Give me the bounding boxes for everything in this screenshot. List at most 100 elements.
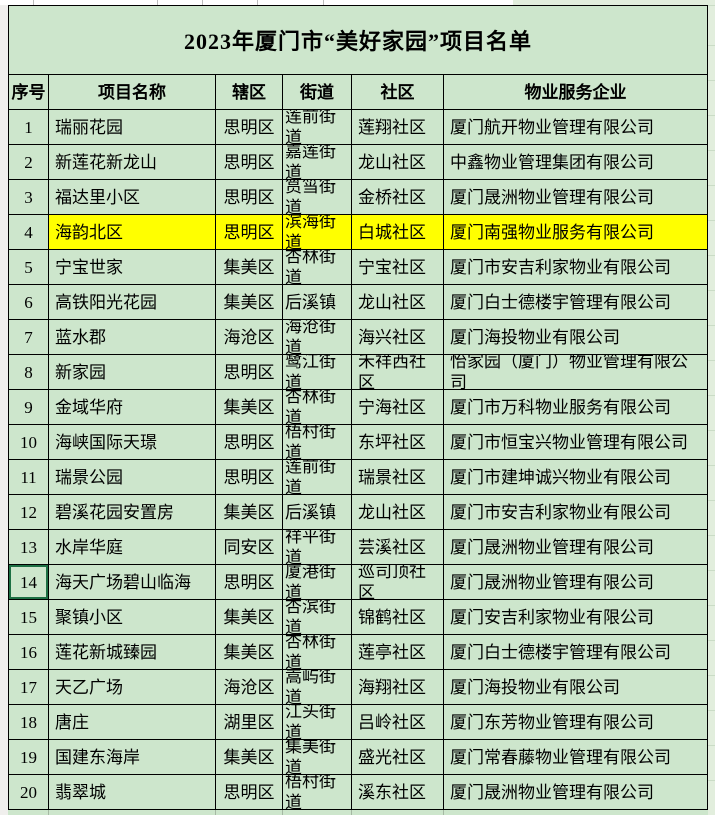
cell-company[interactable]: 厦门晟洲物业管理有限公司 [444,565,707,600]
cell-serial[interactable]: 8 [9,355,49,390]
cell-serial[interactable]: 20 [9,775,49,810]
cell-district[interactable]: 集美区 [216,740,283,775]
cell-community[interactable]: 盛光社区 [352,740,444,775]
cell-company[interactable]: 厦门白士德楼宇管理有限公司 [444,635,707,670]
cell-serial[interactable]: 6 [9,285,49,320]
cell-district[interactable]: 集美区 [216,635,283,670]
column-header-project-name[interactable]: 项目名称 [49,75,216,110]
cell-serial[interactable]: 10 [9,425,49,460]
cell-district[interactable]: 集美区 [216,285,283,320]
cell-street[interactable]: 杏林街道 [283,250,352,285]
cell-company[interactable]: 厦门市万科物业服务有限公司 [444,390,707,425]
cell-district[interactable]: 思明区 [216,355,283,390]
cell-community[interactable]: 莲亭社区 [352,635,444,670]
cell-serial[interactable]: 19 [9,740,49,775]
cell-district[interactable]: 集美区 [216,600,283,635]
cell-project-name[interactable]: 新莲花新龙山 [49,145,216,180]
column-header-company[interactable]: 物业服务企业 [444,75,707,110]
cell-community[interactable]: 龙山社区 [352,285,444,320]
cell-company[interactable]: 厦门航开物业管理有限公司 [444,110,707,145]
cell-street[interactable]: 嵩屿街道 [283,670,352,705]
cell-company[interactable]: 厦门市安吉利家物业有限公司 [444,495,707,530]
cell-street[interactable]: 杏林街道 [283,635,352,670]
cell-serial[interactable]: 7 [9,320,49,355]
cell-project-name[interactable]: 蓝水郡 [49,320,216,355]
cell-serial[interactable]: 17 [9,670,49,705]
cell-project-name[interactable]: 瑞丽花园 [49,110,216,145]
cell-serial[interactable]: 11 [9,460,49,495]
cell-serial[interactable]: 4 [9,215,49,250]
cell-district[interactable]: 思明区 [216,110,283,145]
cell-project-name[interactable]: 唐庄 [49,705,216,740]
cell-serial[interactable]: 16 [9,635,49,670]
cell-district[interactable]: 思明区 [216,215,283,250]
column-header-street[interactable]: 街道 [283,75,352,110]
cell-project-name[interactable]: 新家园 [49,355,216,390]
cell-street[interactable]: 筼筜街道 [283,180,352,215]
cell-project-name[interactable]: 宁宝世家 [49,250,216,285]
cell-serial[interactable]: 15 [9,600,49,635]
cell-project-name[interactable]: 高铁阳光花园 [49,285,216,320]
cell-project-name[interactable]: 碧溪花园安置房 [49,495,216,530]
cell-community[interactable]: 龙山社区 [352,145,444,180]
cell-serial[interactable]: 12 [9,495,49,530]
cell-project-name[interactable]: 国建东海岸 [49,740,216,775]
cell-street[interactable]: 海沧街道 [283,320,352,355]
cell-company[interactable]: 厦门南强物业服务有限公司 [444,215,707,250]
cell-serial[interactable]: 1 [9,110,49,145]
cell-district[interactable]: 思明区 [216,460,283,495]
cell-community[interactable]: 东坪社区 [352,425,444,460]
cell-company[interactable]: 中鑫物业管理集团有限公司 [444,145,707,180]
cell-street[interactable]: 祥平街道 [283,530,352,565]
cell-project-name[interactable]: 海峡国际天璟 [49,425,216,460]
cell-serial[interactable]: 3 [9,180,49,215]
column-header-serial[interactable]: 序号 [9,75,49,110]
cell-district[interactable]: 思明区 [216,180,283,215]
cell-street[interactable]: 厦港街道 [283,565,352,600]
cell-street[interactable]: 杏林街道 [283,390,352,425]
cell-community[interactable]: 金桥社区 [352,180,444,215]
cell-district[interactable]: 思明区 [216,565,283,600]
cell-company[interactable]: 厦门海投物业有限公司 [444,320,707,355]
cell-company[interactable]: 厦门东芳物业管理有限公司 [444,705,707,740]
cell-serial[interactable]: 13 [9,530,49,565]
cell-district[interactable]: 集美区 [216,250,283,285]
cell-project-name[interactable]: 天乙广场 [49,670,216,705]
cell-serial[interactable]: 9 [9,390,49,425]
cell-community[interactable]: 吕岭社区 [352,705,444,740]
cell-district[interactable]: 思明区 [216,145,283,180]
cell-community[interactable]: 白城社区 [352,215,444,250]
cell-street[interactable]: 莲前街道 [283,110,352,145]
table-title[interactable]: 2023年厦门市“美好家园”项目名单 [9,6,707,75]
cell-company[interactable]: 厦门海投物业有限公司 [444,670,707,705]
cell-project-name[interactable]: 聚镇小区 [49,600,216,635]
cell-company[interactable]: 厦门常春藤物业管理有限公司 [444,740,707,775]
cell-project-name[interactable]: 水岸华庭 [49,530,216,565]
cell-street[interactable]: 鹭江街道 [283,355,352,390]
cell-district[interactable]: 思明区 [216,425,283,460]
cell-project-name[interactable]: 福达里小区 [49,180,216,215]
cell-district[interactable]: 同安区 [216,530,283,565]
cell-district[interactable]: 海沧区 [216,670,283,705]
cell-company[interactable]: 厦门晟洲物业管理有限公司 [444,775,707,810]
cell-community[interactable]: 宁海社区 [352,390,444,425]
cell-street[interactable]: 后溪镇 [283,495,352,530]
cell-project-name[interactable]: 莲花新城臻园 [49,635,216,670]
cell-district[interactable]: 集美区 [216,495,283,530]
cell-street[interactable]: 滨海街道 [283,215,352,250]
cell-project-name[interactable]: 海天广场碧山临海 [49,565,216,600]
cell-district[interactable]: 湖里区 [216,705,283,740]
cell-project-name[interactable]: 金域华府 [49,390,216,425]
cell-company[interactable]: 厦门市安吉利家物业有限公司 [444,250,707,285]
cell-company[interactable]: 厦门晟洲物业管理有限公司 [444,530,707,565]
cell-company[interactable]: 厦门白士德楼宇管理有限公司 [444,285,707,320]
cell-community[interactable]: 巡司顶社区 [352,565,444,600]
cell-company[interactable]: 厦门晟洲物业管理有限公司 [444,180,707,215]
cell-community[interactable]: 禾祥西社区 [352,355,444,390]
cell-street[interactable]: 嘉莲街道 [283,145,352,180]
cell-street[interactable]: 梧村街道 [283,775,352,810]
cell-district[interactable]: 海沧区 [216,320,283,355]
cell-community[interactable]: 海翔社区 [352,670,444,705]
cell-district[interactable]: 集美区 [216,390,283,425]
cell-street[interactable]: 杏滨街道 [283,600,352,635]
